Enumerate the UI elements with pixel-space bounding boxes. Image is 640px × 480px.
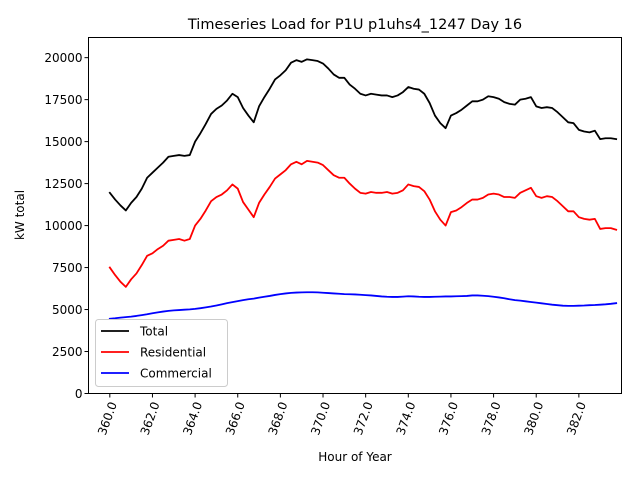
legend-label-commercial: Commercial bbox=[140, 367, 212, 381]
chart-title: Timeseries Load for P1U p1uhs4_1247 Day … bbox=[187, 17, 522, 33]
y-tick-label: 20000 bbox=[44, 51, 82, 65]
y-tick-label: 2500 bbox=[52, 345, 83, 359]
axes-frame bbox=[88, 37, 622, 394]
series-line-total bbox=[108, 58, 618, 212]
y-axis-ticks: 0 2500 5000 7500 10000 12500 15000 17500 20000 bbox=[44, 51, 89, 401]
y-tick-label: 0 bbox=[75, 387, 83, 401]
y-tick-label: 12500 bbox=[44, 177, 82, 191]
legend: Total Residential Commercial bbox=[95, 319, 228, 387]
y-tick-label: 10000 bbox=[44, 219, 82, 233]
legend-label-residential: Residential bbox=[140, 346, 206, 360]
series-line-residential bbox=[108, 160, 618, 288]
series-lines bbox=[108, 58, 618, 320]
y-axis-label: kW total bbox=[13, 190, 27, 240]
y-tick-label: 7500 bbox=[52, 261, 83, 275]
y-tick-label: 17500 bbox=[44, 93, 82, 107]
legend-label-total: Total bbox=[139, 325, 168, 339]
y-tick-label: 15000 bbox=[44, 135, 82, 149]
x-axis-label: Hour of Year bbox=[318, 450, 392, 464]
plot-area bbox=[88, 37, 622, 394]
series-line-commercial bbox=[108, 291, 618, 320]
y-tick-label: 5000 bbox=[52, 303, 83, 317]
legend-box bbox=[95, 319, 228, 387]
